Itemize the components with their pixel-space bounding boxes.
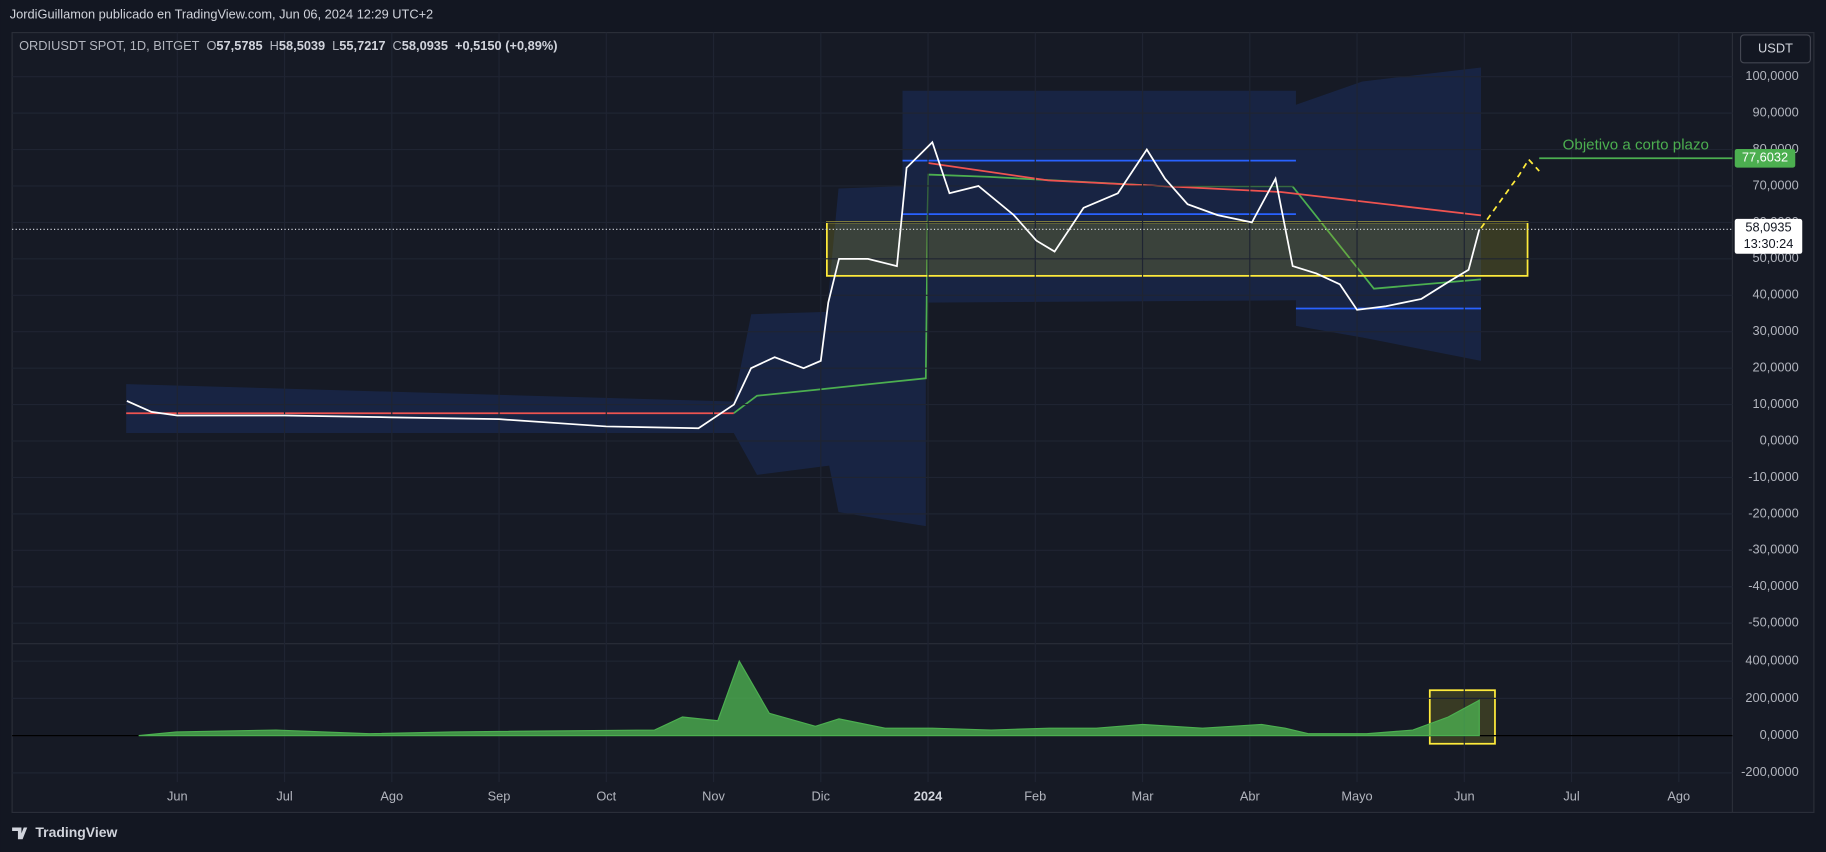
ohlc-value: 57,5785 — [216, 38, 262, 53]
currency[interactable]: USDT — [1758, 40, 1793, 55]
oscillator-area — [138, 659, 1480, 737]
footer-brand: TradingView — [35, 824, 117, 840]
price-change: +0,5150 (+0,89%) — [455, 38, 557, 53]
x-tick-label: Sep — [488, 789, 511, 804]
x-tick-label: Jun — [1454, 789, 1475, 804]
highlight-zone — [825, 221, 1529, 277]
x-tick-label: Oct — [596, 789, 616, 804]
ohlc-label: L — [332, 38, 339, 53]
ohlc-value: 55,7217 — [339, 38, 385, 53]
x-tick-label: 2024 — [914, 789, 943, 804]
countdown: 13:30:24 — [1744, 236, 1794, 251]
y-tick-label: 50,0000 — [1752, 250, 1798, 265]
ohlc-label: O — [206, 38, 216, 53]
y-tick-label: -50,0000 — [1748, 615, 1799, 630]
y-tick-label: -40,0000 — [1748, 578, 1799, 593]
target-label: 77,6032 — [1742, 150, 1788, 165]
y-tick-label: -200,0000 — [1741, 764, 1799, 779]
y-tick-label: -30,0000 — [1748, 542, 1799, 557]
y-tick-label: 70,0000 — [1752, 177, 1798, 192]
x-tick-label: Mayo — [1341, 789, 1372, 804]
x-tick-label: Jul — [276, 789, 292, 804]
x-tick-label: Jun — [167, 789, 188, 804]
y-tick-label: 200,0000 — [1745, 690, 1798, 705]
last-price-label: 58,0935 — [1745, 220, 1791, 235]
publisher: JordiGuillamon publicado en TradingView.… — [10, 7, 433, 22]
ohlc-label: H — [270, 38, 279, 53]
x-tick-label: Nov — [702, 789, 725, 804]
symbol: ORDIUSDT SPOT, 1D, BITGET — [19, 38, 200, 53]
x-tick-label: Ago — [1667, 789, 1690, 804]
y-tick-label: -10,0000 — [1748, 469, 1799, 484]
y-tick-label: 30,0000 — [1752, 323, 1798, 338]
logo — [12, 827, 28, 840]
x-tick-label: Jul — [1563, 789, 1579, 804]
annotation: Objetivo a corto plazo — [1563, 136, 1709, 153]
ohlc-value: 58,0935 — [402, 38, 448, 53]
last-price-box — [1734, 218, 1803, 254]
currency-button[interactable] — [1739, 34, 1811, 64]
ohlc-label: C — [393, 38, 402, 53]
x-tick-label: Abr — [1240, 789, 1261, 804]
y-tick-label: 10,0000 — [1752, 396, 1798, 411]
y-tick-label: 100,0000 — [1745, 68, 1798, 83]
y-tick-label: 20,0000 — [1752, 360, 1798, 375]
x-tick-label: Feb — [1024, 789, 1046, 804]
y-tick-label: 90,0000 — [1752, 104, 1798, 119]
projection-arrow — [1480, 158, 1540, 229]
vwap-line — [733, 173, 1482, 414]
ohlc-value: 58,5039 — [279, 38, 325, 53]
y-tick-label: -20,0000 — [1748, 505, 1799, 520]
y-tick-label: 0,0000 — [1760, 432, 1799, 447]
x-tick-label: Ago — [380, 789, 403, 804]
y-tick-label: 400,0000 — [1745, 653, 1798, 668]
x-tick-label: Dic — [812, 789, 831, 804]
y-tick-label: 40,0000 — [1752, 287, 1798, 302]
y-tick-label: 0,0000 — [1760, 727, 1799, 742]
x-tick-label: Mar — [1132, 789, 1155, 804]
price-line — [126, 140, 1481, 430]
target-box — [1734, 148, 1796, 168]
